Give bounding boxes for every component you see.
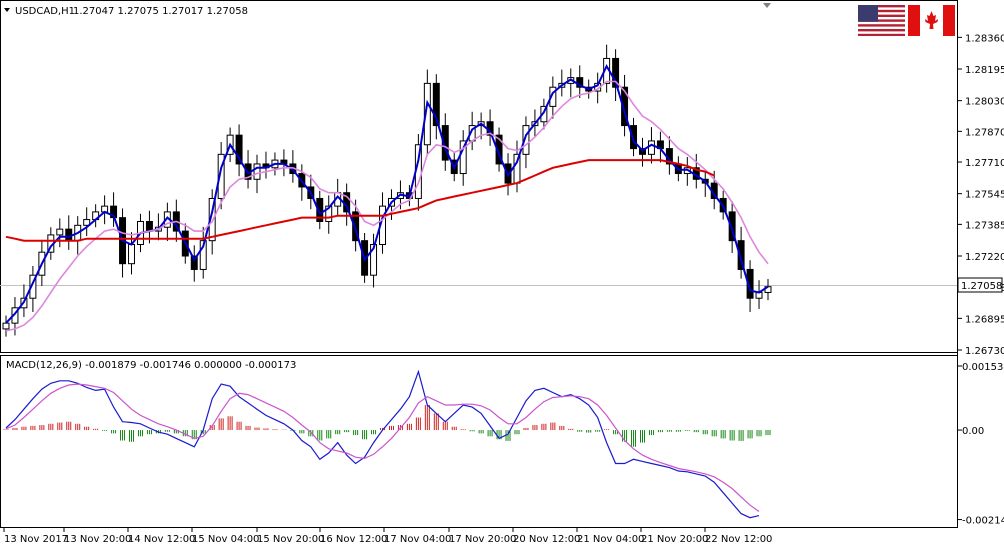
candle-bear (746, 268, 754, 299)
candle-bull (647, 140, 655, 155)
time-tick-label: 17 Nov 04:00 (384, 534, 451, 545)
canada-flag-icon (908, 5, 955, 36)
price-tick-label: 1.28360 (965, 33, 1004, 44)
current-price-label: 1.27058 (961, 281, 1002, 292)
candle-bull (56, 228, 64, 236)
candle-bear (612, 57, 620, 88)
time-tick-label: 22 Nov 12:00 (705, 534, 772, 545)
price-tick-label: 1.27870 (965, 127, 1004, 138)
price-tick-label: 1.27710 (965, 158, 1004, 169)
candle-bull (549, 86, 557, 107)
macd-group (3, 369, 771, 519)
time-tick-label: 21 Nov 20:00 (641, 534, 708, 545)
time-tick-label: 13 Nov 2017 (4, 534, 68, 545)
time-tick-label: 16 Nov 12:00 (320, 534, 387, 545)
candle-bull (370, 244, 378, 276)
ma-slow-line (5, 159, 715, 242)
price-tick-label: 1.26730 (965, 346, 1004, 357)
candle-bear (495, 134, 503, 165)
macd-panel-frame (0, 355, 958, 528)
candle-bull (423, 82, 431, 146)
candle-bull (325, 205, 333, 222)
time-tick-label: 14 Nov 12:00 (128, 534, 195, 545)
macd-tick-label: 0.001534 (962, 362, 1004, 373)
candle-bear (441, 125, 449, 161)
current-price-tag (957, 277, 1003, 293)
signal-line (5, 383, 760, 512)
us-flag-icon (858, 5, 905, 36)
candle-bull (253, 163, 261, 180)
candle-bear (432, 82, 440, 127)
candle-bull (128, 244, 135, 265)
candle-bear (316, 197, 324, 222)
candle-bull (217, 153, 225, 199)
candle-bull (2, 322, 10, 330)
candle-bull (522, 125, 530, 155)
ma-fast-line (5, 63, 769, 324)
moving-averages-group (5, 63, 769, 332)
time-tick-label: 13 Nov 20:00 (64, 534, 131, 545)
candle-bear (737, 240, 745, 270)
macd-title: MACD(12,26,9) -0.001879 -0.001746 0.0000… (6, 360, 296, 371)
candle-bull (83, 219, 91, 226)
price-tick-label: 1.28195 (965, 65, 1004, 76)
time-tick-label: 20 Nov 12:00 (513, 534, 580, 545)
macd-tick-label: 0.00 (962, 426, 984, 437)
candle-bear (630, 125, 638, 150)
candle-bull (199, 240, 207, 270)
price-axis: 1.28360 1.28195 1.28030 1.27870 1.27710 1.275… (957, 33, 1004, 357)
symbol-label: USDCAD,H1 (15, 6, 75, 17)
candle-bear (621, 86, 629, 127)
candle-bull (540, 105, 548, 123)
macd-axis: 0.001534 0.00 -0.002144 (957, 362, 1004, 527)
price-tick-label: 1.27220 (965, 252, 1004, 263)
macd-line (5, 369, 760, 519)
candle-bear (352, 211, 360, 242)
time-tick-label: 15 Nov 20:00 (257, 534, 324, 545)
time-tick-label: 17 Nov 20:00 (449, 534, 516, 545)
time-tick-label: 15 Nov 04:00 (192, 534, 259, 545)
price-tick-label: 1.26895 (965, 314, 1004, 325)
time-tick-label: 21 Nov 04:00 (577, 534, 644, 545)
candle-bear (728, 211, 736, 242)
candle-bear (235, 134, 243, 165)
chevron-down-icon[interactable] (4, 8, 10, 12)
price-tick-label: 1.27545 (965, 190, 1004, 201)
candle-bear (190, 255, 198, 270)
main-panel-frame (0, 0, 958, 353)
chevron-down-icon[interactable] (763, 3, 771, 8)
ohlc-label: 1.27047 1.27075 1.27017 1.27058 (73, 6, 248, 17)
price-tick-label: 1.27385 (965, 220, 1004, 231)
price-tick-label: 1.28030 (965, 97, 1004, 108)
macd-tick-label: -0.002144 (962, 516, 1004, 527)
candle-bull (29, 274, 37, 299)
